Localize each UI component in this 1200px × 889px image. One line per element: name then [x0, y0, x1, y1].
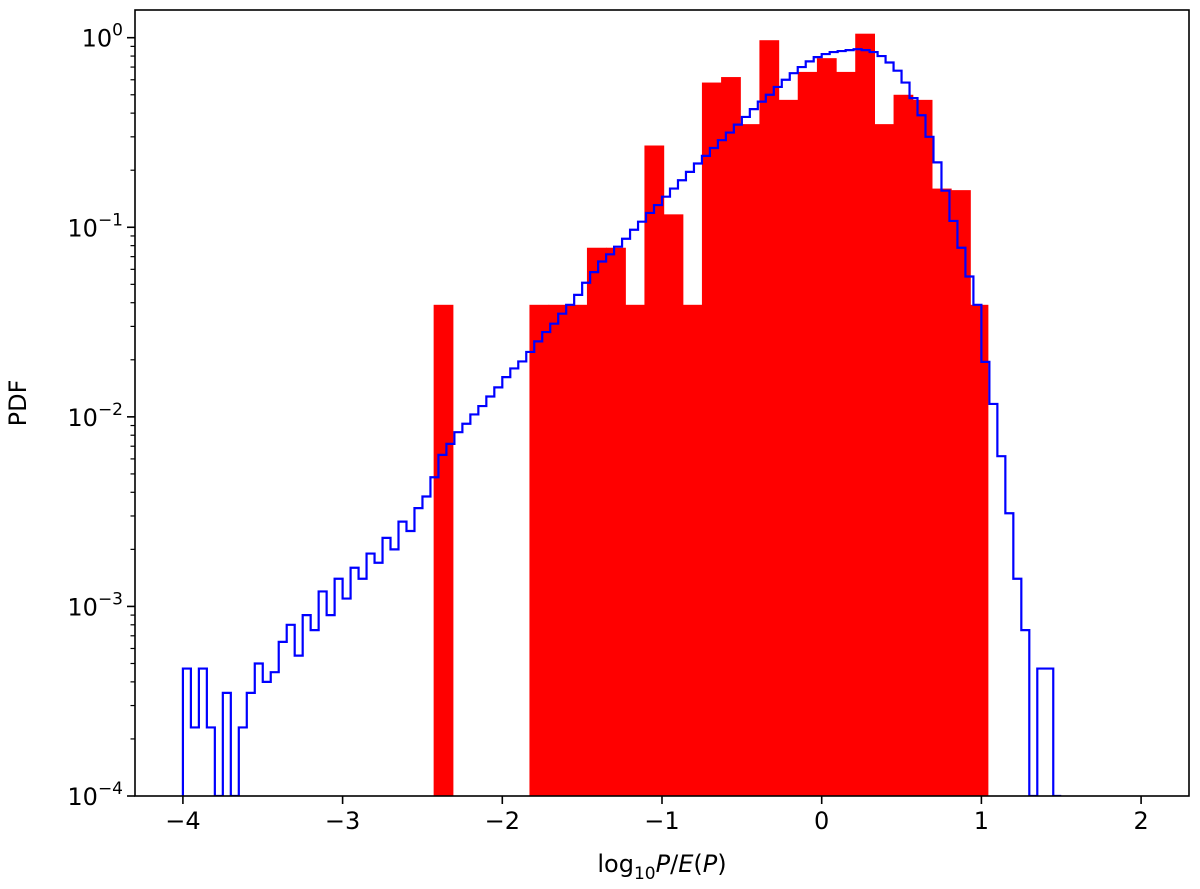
x-tick-label: −1 [644, 807, 679, 835]
histogram-bar [931, 188, 952, 796]
histogram-bar [970, 304, 989, 796]
histogram-bar [606, 247, 626, 796]
histogram-bar [836, 71, 856, 796]
blue-step-curve [181, 48, 1062, 796]
histogram-bar [855, 33, 875, 796]
x-tick-label: 2 [1133, 807, 1148, 835]
histogram-bar [529, 304, 550, 796]
histogram-bar [759, 40, 780, 796]
histogram-bar [701, 82, 722, 796]
histogram-bar [740, 124, 761, 796]
y-axis-label: PDF [4, 380, 32, 427]
histogram-bar [951, 190, 971, 796]
x-tick-label: −2 [485, 807, 520, 835]
y-axis: 100 10−1 10−2 10−3 10−4 [67, 21, 135, 811]
histogram-bar [586, 247, 607, 796]
histogram-bar [625, 304, 646, 796]
histogram-bar [644, 145, 665, 796]
histogram-bar [567, 304, 588, 796]
histogram-bar [548, 304, 569, 796]
histogram-bar [874, 124, 895, 796]
histogram-bar [682, 304, 703, 796]
histogram-bar [912, 99, 933, 796]
step-curve-line [181, 48, 1062, 796]
x-axis: −4 −3 −2 −1 0 1 2 [165, 796, 1149, 835]
x-axis-label: log10P/E(P) [597, 850, 726, 884]
y-tick-label: 10−3 [67, 589, 123, 621]
red-histogram-bars [433, 33, 989, 796]
y-tick-label: 10−2 [67, 400, 123, 432]
x-tick-label: 1 [974, 807, 989, 835]
y-tick-label: 100 [82, 21, 123, 53]
y-tick-label: 10−4 [67, 779, 123, 811]
x-tick-label: 0 [814, 807, 829, 835]
histogram-bar [433, 304, 454, 796]
histogram-bar [721, 77, 741, 796]
x-tick-label: −4 [165, 807, 200, 835]
x-tick-label: −3 [325, 807, 360, 835]
histogram-bar [797, 71, 818, 796]
y-tick-label: 10−1 [67, 210, 123, 242]
histogram-bar [778, 99, 799, 796]
histogram-bar [663, 214, 684, 796]
histogram-bar [893, 94, 914, 796]
histogram-bar [816, 58, 837, 796]
